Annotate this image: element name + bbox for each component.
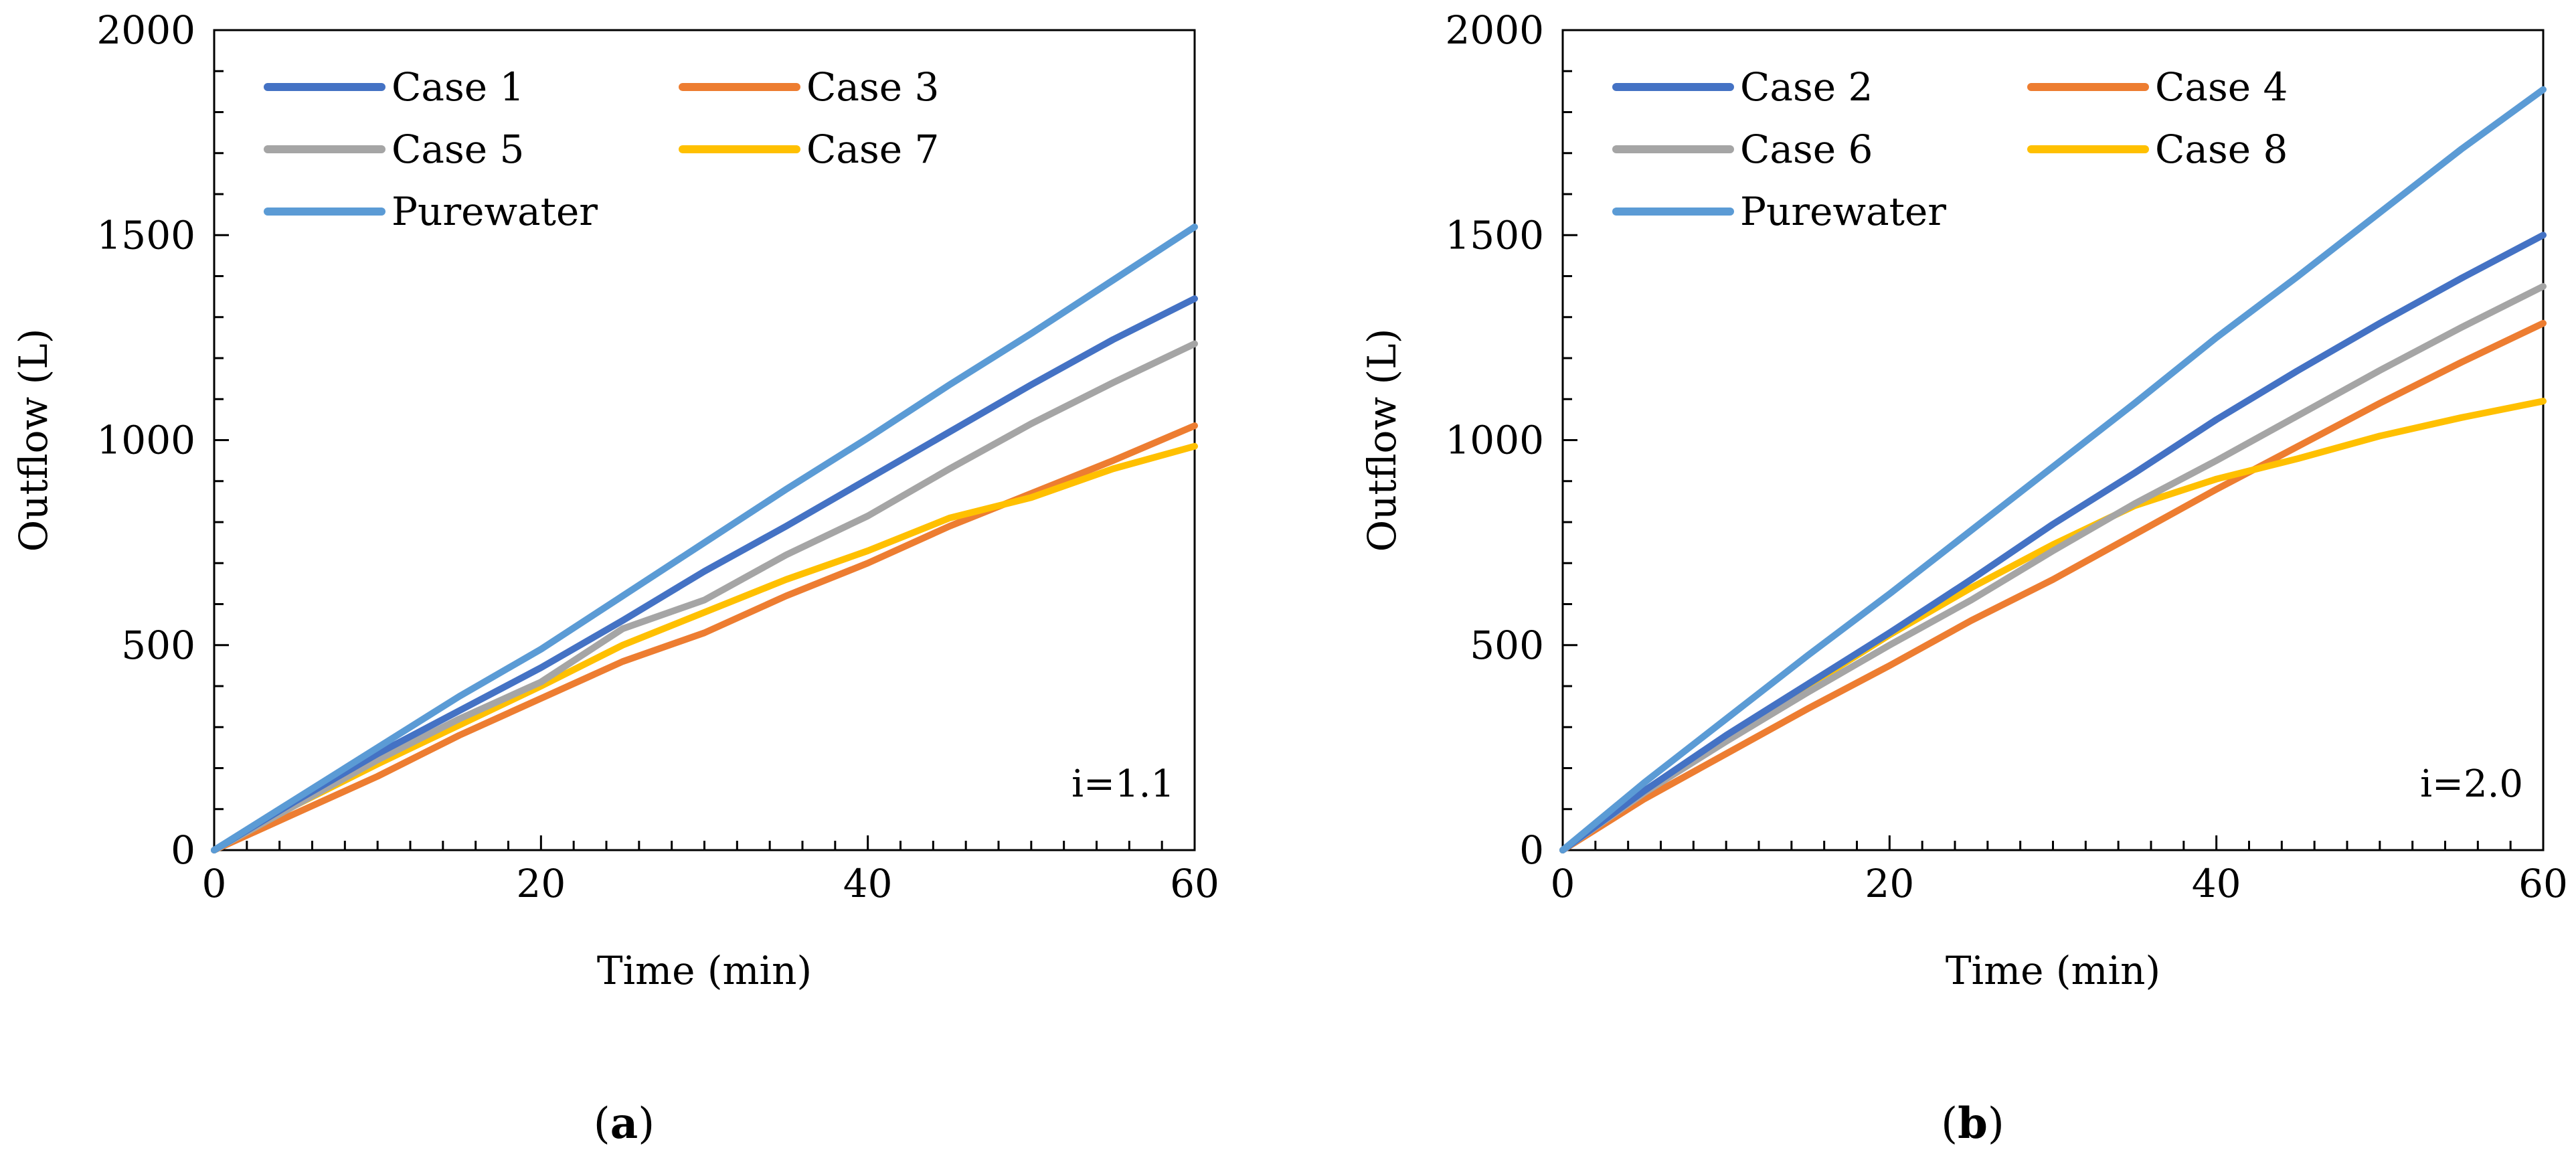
legend-item: Purewater xyxy=(264,189,598,234)
panel-label-close-paren: ) xyxy=(1988,1099,2004,1149)
x-tick-label: 20 xyxy=(1865,861,1914,906)
legend-item: Case 3 xyxy=(679,64,939,110)
annotation-gradient: i=1.1 xyxy=(1071,762,1175,806)
legend-label: Purewater xyxy=(392,189,598,234)
y-tick-label: 1500 xyxy=(1445,212,1544,258)
y-tick-label: 0 xyxy=(171,827,195,873)
panel-label-close-paren: ) xyxy=(638,1099,655,1149)
y-tick-label: 500 xyxy=(121,623,195,668)
series-case-3 xyxy=(211,422,1198,853)
y-tick-label: 0 xyxy=(1519,827,1544,873)
legend-label: Case 2 xyxy=(1740,64,1873,110)
series-case-4 xyxy=(1559,319,2547,853)
y-tick-label: 2000 xyxy=(96,7,195,53)
x-tick-label: 0 xyxy=(1551,861,1575,906)
series-line xyxy=(1559,319,2547,853)
series-case-5 xyxy=(211,340,1198,853)
series-case-6 xyxy=(1559,282,2547,853)
legend: Case 2 Case 4 Case 6 Case 8 Purewater xyxy=(1612,64,2288,234)
chart-panel-a: 0 20 40 60 0 500 1000 1500 2000 Time (min) Outflow… xyxy=(11,7,1219,1149)
x-tick-label: 40 xyxy=(843,861,893,906)
annotation-gradient: i=2.0 xyxy=(2420,762,2523,806)
legend-label: Case 4 xyxy=(2155,64,2288,110)
legend-label: Case 8 xyxy=(2155,127,2288,172)
legend-label: Case 3 xyxy=(806,64,939,110)
x-tick-label: 60 xyxy=(2518,861,2568,906)
x-tick-label: 0 xyxy=(202,861,227,906)
legend-label: Case 1 xyxy=(392,64,524,110)
legend-item: Case 6 xyxy=(1612,127,1873,172)
y-tick-label: 1000 xyxy=(96,418,195,463)
panel-label: (a) xyxy=(594,1098,655,1149)
legend-item: Case 4 xyxy=(2027,64,2288,110)
legend-label: Purewater xyxy=(1740,189,1946,234)
x-tick-label: 20 xyxy=(516,861,566,906)
legend-item: Case 1 xyxy=(264,64,524,110)
panel-label-open-paren: ( xyxy=(1941,1099,1958,1149)
chart-panel-b: 0 20 40 60 0 500 1000 1500 2000 Time (min) Outflow… xyxy=(1359,7,2568,1149)
series-line xyxy=(211,442,1198,853)
x-axis-title: Time (min) xyxy=(597,948,812,993)
legend-label: Case 7 xyxy=(806,127,939,172)
panel-label: (b) xyxy=(1941,1098,2004,1149)
x-tick-label: 40 xyxy=(2192,861,2241,906)
x-axis-title: Time (min) xyxy=(1946,948,2160,993)
y-tick-label: 500 xyxy=(1470,623,1544,668)
series-case-2 xyxy=(1559,232,2547,853)
legend-item: Case 7 xyxy=(679,127,939,172)
y-tick-label: 1000 xyxy=(1445,418,1544,463)
y-tick-label: 2000 xyxy=(1445,7,1544,53)
x-tick-label: 60 xyxy=(1170,861,1219,906)
panel-label-open-paren: ( xyxy=(594,1099,610,1149)
series-case-7 xyxy=(211,442,1198,853)
y-tick-label: 1500 xyxy=(96,212,195,258)
series-line xyxy=(211,224,1198,853)
legend-label: Case 5 xyxy=(392,127,524,172)
y-axis-title: Outflow (L) xyxy=(11,329,56,552)
series-purewater xyxy=(1559,86,2547,853)
legend-item: Case 5 xyxy=(264,127,524,172)
legend-item: Case 2 xyxy=(1612,64,1873,110)
legend-item: Purewater xyxy=(1612,189,1946,234)
legend-item: Case 8 xyxy=(2027,127,2288,172)
legend: Case 1 Case 3 Case 5 Case 7 Purewater xyxy=(264,64,939,234)
series-purewater xyxy=(211,224,1198,853)
panel-letter: b xyxy=(1958,1098,1988,1149)
series-line xyxy=(1559,86,2547,853)
panel-letter: a xyxy=(610,1098,638,1149)
legend-label: Case 6 xyxy=(1740,127,1873,172)
y-axis-title: Outflow (L) xyxy=(1359,329,1405,552)
